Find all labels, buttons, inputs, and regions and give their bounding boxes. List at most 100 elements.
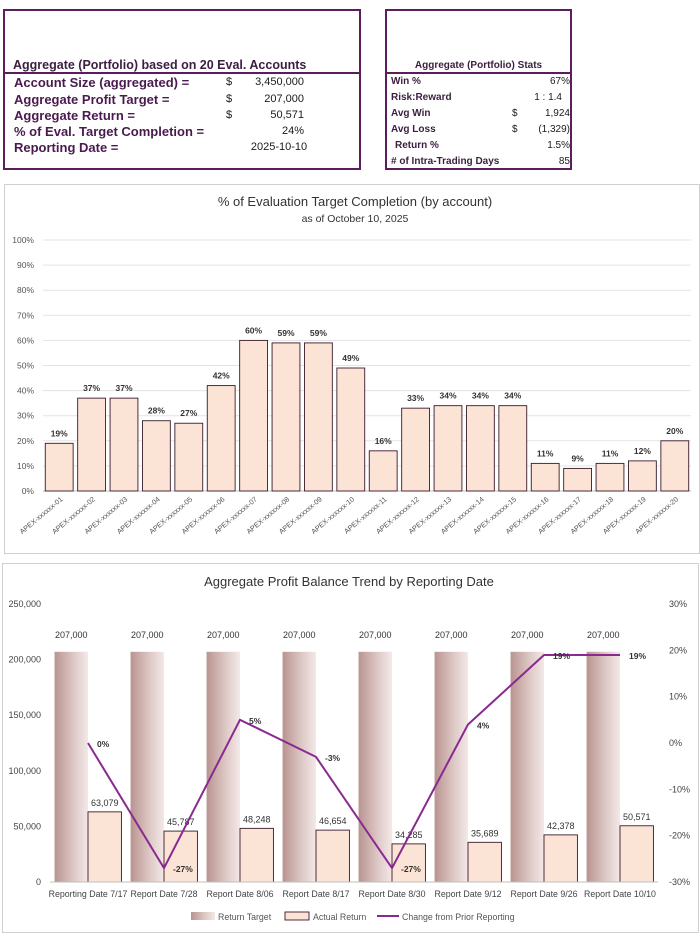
target-completion-chart: % of Evaluation Target Completion (by ac… bbox=[4, 184, 700, 554]
actual-data-label: 50,571 bbox=[623, 812, 651, 822]
x-tick-label: Report Date 9/26 bbox=[511, 889, 578, 899]
bar bbox=[628, 460, 657, 492]
stats-value: (1,329) bbox=[538, 124, 570, 135]
legend-label: Change from Prior Reporting bbox=[402, 912, 515, 922]
stats-value: 67% bbox=[549, 76, 570, 87]
stats-label: Return % bbox=[395, 140, 439, 151]
actual-return-bar bbox=[467, 841, 502, 883]
actual-data-label: 45,787 bbox=[167, 817, 195, 827]
y2-tick-label: 30% bbox=[669, 599, 687, 609]
summary-value: 207,000 bbox=[264, 93, 304, 105]
summary-label: Aggregate Return = bbox=[14, 108, 135, 123]
bar bbox=[530, 462, 560, 492]
stats-label: Avg Win bbox=[391, 108, 431, 119]
bar bbox=[174, 422, 204, 492]
target-data-label: 207,000 bbox=[359, 630, 392, 640]
return-target-bar bbox=[358, 651, 392, 882]
target-completion-chart-svg: % of Evaluation Target Completion (by ac… bbox=[12, 194, 691, 536]
bar bbox=[498, 405, 528, 492]
data-label: 34% bbox=[439, 391, 456, 401]
data-label: 27% bbox=[180, 408, 197, 418]
bar bbox=[660, 440, 690, 492]
y-tick-label: 100,000 bbox=[8, 766, 41, 776]
bar bbox=[239, 339, 268, 492]
stats-label: Avg Loss bbox=[391, 124, 436, 135]
y-tick-label: 30% bbox=[17, 411, 34, 421]
stats-row-avg-win: Avg Win $ 1,924 bbox=[391, 108, 570, 122]
stats-row-trading-days: # of Intra-Trading Days 85 bbox=[391, 156, 570, 170]
y-tick-label: 50,000 bbox=[13, 821, 41, 831]
y-tick-label: 90% bbox=[17, 260, 34, 270]
y-tick-label: 40% bbox=[17, 386, 34, 396]
currency-symbol: $ bbox=[226, 76, 233, 88]
data-label: 37% bbox=[83, 383, 100, 393]
change-line bbox=[87, 653, 620, 871]
data-label: 19% bbox=[51, 428, 68, 438]
profit-balance-trend-chart-svg: Aggregate Profit Balance Trend by Report… bbox=[8, 574, 690, 922]
currency-symbol: $ bbox=[226, 93, 233, 105]
bar bbox=[563, 467, 592, 492]
bar bbox=[44, 442, 74, 492]
stats-value: 1.5% bbox=[547, 140, 570, 151]
data-label: 11% bbox=[537, 448, 554, 458]
y-tick-label: 250,000 bbox=[8, 599, 41, 609]
line-data-label: -27% bbox=[401, 864, 421, 874]
line-data-label: 0% bbox=[97, 739, 110, 749]
profit-balance-trend-chart: Aggregate Profit Balance Trend by Report… bbox=[2, 563, 699, 933]
line-data-label: 19% bbox=[553, 651, 570, 661]
summary-value: 50,571 bbox=[270, 109, 304, 121]
y-tick-label: 10% bbox=[17, 461, 34, 471]
chart-title: % of Evaluation Target Completion (by ac… bbox=[218, 194, 492, 209]
bar bbox=[433, 405, 463, 492]
stats-value: 85 bbox=[558, 156, 570, 167]
summary-value: 24% bbox=[281, 125, 304, 137]
summary-divider bbox=[5, 72, 359, 74]
line-data-label: 4% bbox=[477, 720, 490, 730]
bar bbox=[595, 462, 625, 492]
stats-label: Win % bbox=[391, 76, 421, 87]
actual-return-bar bbox=[619, 825, 654, 883]
data-label: 59% bbox=[310, 328, 327, 338]
bar bbox=[368, 450, 398, 492]
target-data-label: 207,000 bbox=[283, 630, 316, 640]
actual-return-bar bbox=[543, 834, 578, 883]
y-tick-label: 70% bbox=[17, 310, 34, 320]
y2-tick-label: -10% bbox=[669, 784, 690, 794]
summary-value: 3,450,000 bbox=[255, 76, 304, 88]
summary-label: % of Eval. Target Completion = bbox=[14, 124, 205, 139]
line-data-label: 5% bbox=[249, 716, 262, 726]
bar bbox=[142, 420, 171, 492]
return-target-bar bbox=[510, 651, 544, 882]
bar bbox=[466, 405, 495, 492]
target-data-label: 207,000 bbox=[207, 630, 240, 640]
x-tick-label: Report Date 8/06 bbox=[207, 889, 274, 899]
y2-tick-label: -20% bbox=[669, 831, 690, 841]
currency-symbol: $ bbox=[512, 108, 518, 119]
data-label: 9% bbox=[571, 453, 584, 463]
bar bbox=[206, 385, 236, 492]
bar bbox=[336, 367, 366, 492]
actual-data-label: 35,689 bbox=[471, 828, 499, 838]
return-target-bar bbox=[206, 651, 240, 882]
legend-label: Return Target bbox=[218, 912, 272, 922]
y2-tick-label: 0% bbox=[669, 738, 682, 748]
x-tick-label: Reporting Date 7/17 bbox=[49, 889, 128, 899]
target-data-label: 207,000 bbox=[511, 630, 544, 640]
target-data-label: 207,000 bbox=[131, 630, 164, 640]
return-target-bar bbox=[130, 651, 164, 882]
y-tick-label: 20% bbox=[17, 436, 34, 446]
summary-row-aggregate-return: Aggregate Return = $ 50,571 bbox=[14, 108, 354, 124]
data-label: 11% bbox=[602, 448, 619, 458]
actual-return-bar bbox=[315, 829, 350, 883]
legend-swatch-target bbox=[191, 912, 215, 920]
target-data-label: 207,000 bbox=[587, 630, 620, 640]
chart-title: Aggregate Profit Balance Trend by Report… bbox=[204, 574, 494, 589]
x-tick-label: Report Date 9/12 bbox=[435, 889, 502, 899]
actual-data-label: 46,654 bbox=[319, 816, 347, 826]
summary-label: Account Size (aggregated) = bbox=[14, 75, 190, 90]
data-label: 28% bbox=[148, 406, 165, 416]
summary-label: Reporting Date = bbox=[14, 140, 119, 155]
y2-tick-label: -30% bbox=[669, 877, 690, 887]
legend-swatch-actual bbox=[284, 911, 310, 921]
summary-row-account-size: Account Size (aggregated) = $ 3,450,000 bbox=[14, 75, 354, 91]
